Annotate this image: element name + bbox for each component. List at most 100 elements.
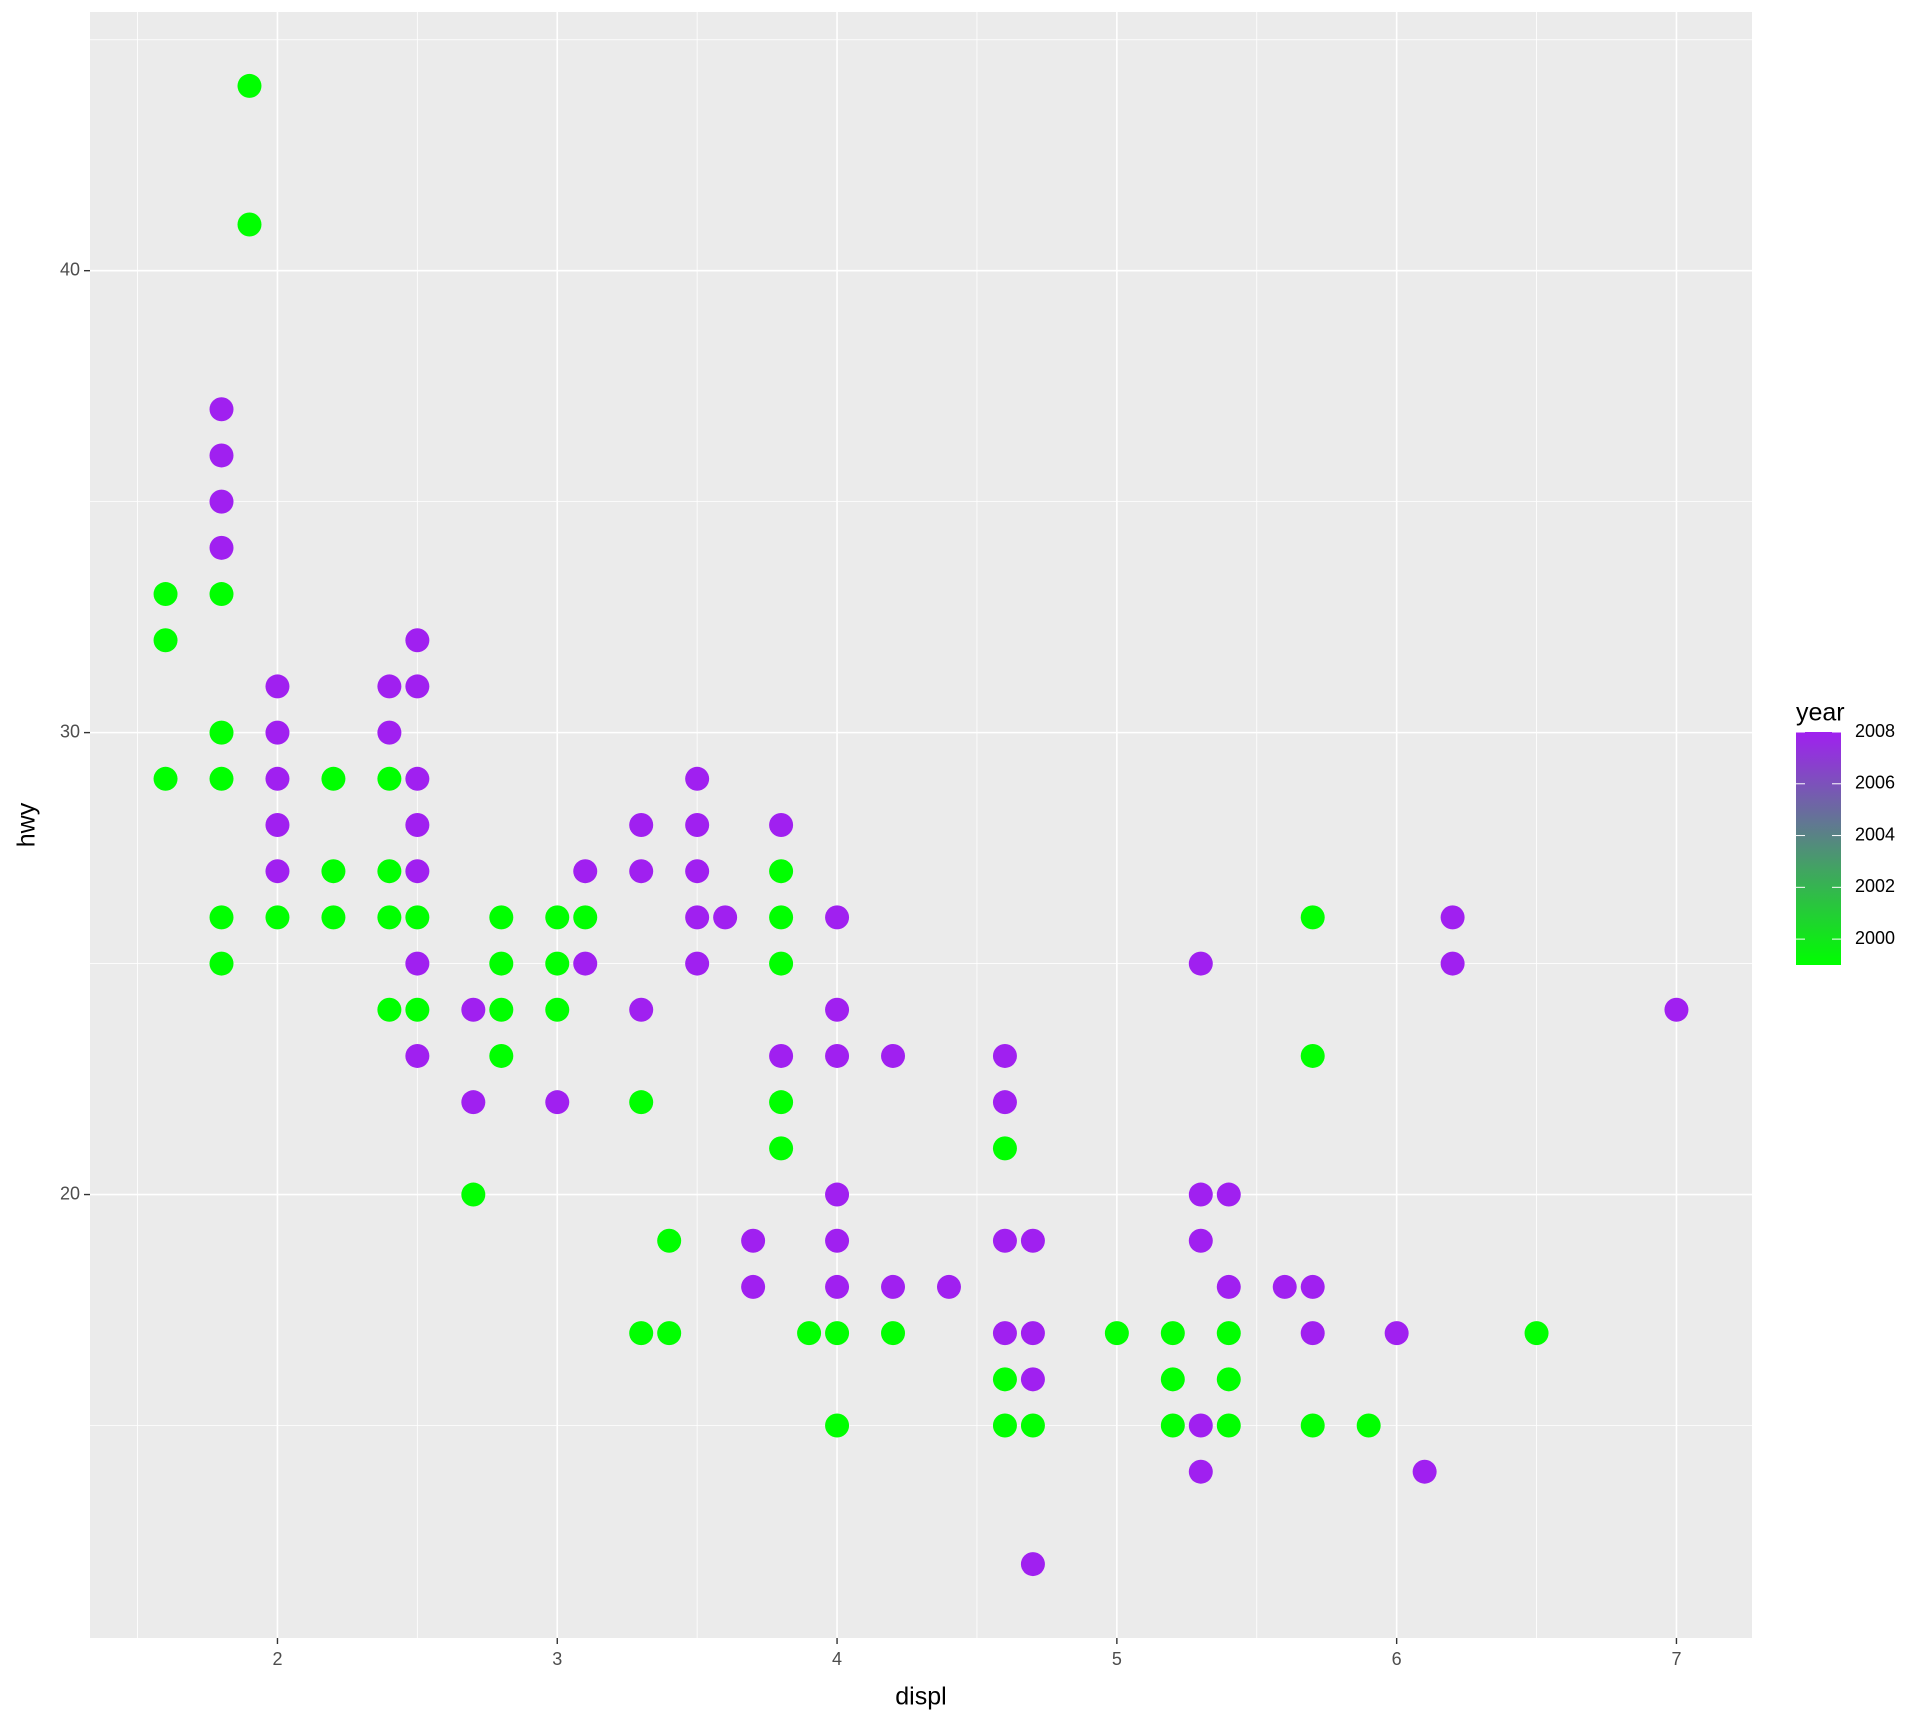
point: [265, 766, 290, 791]
point: [377, 859, 402, 884]
point: [405, 951, 430, 976]
point: [265, 813, 290, 837]
point: [1160, 1321, 1185, 1346]
point: [1300, 1321, 1325, 1346]
point: [1300, 1043, 1325, 1068]
point: [265, 674, 290, 699]
point: [881, 1274, 906, 1299]
point: [321, 905, 346, 930]
x-tick-label: 2: [272, 1649, 282, 1669]
point: [769, 905, 794, 930]
point: [685, 859, 710, 884]
point: [1188, 1459, 1213, 1484]
point: [265, 905, 290, 930]
point: [405, 766, 430, 791]
point: [405, 813, 430, 837]
point: [405, 997, 430, 1022]
point: [992, 1136, 1017, 1161]
point: [881, 1043, 906, 1068]
point: [153, 766, 178, 791]
point: [405, 674, 430, 699]
x-tick-label: 3: [552, 1649, 562, 1669]
point: [545, 1090, 570, 1115]
point: [377, 720, 402, 745]
point: [1216, 1274, 1241, 1299]
point: [209, 766, 234, 791]
point: [545, 997, 570, 1022]
point: [377, 766, 402, 791]
point: [1384, 1321, 1409, 1346]
point: [713, 905, 738, 930]
point: [405, 905, 430, 930]
point: [1216, 1413, 1241, 1438]
point: [1020, 1321, 1045, 1346]
point: [992, 1413, 1017, 1438]
point: [1440, 951, 1465, 976]
point: [657, 1321, 682, 1346]
point: [1188, 1228, 1213, 1253]
colorbar-label: 2000: [1855, 928, 1895, 948]
point: [489, 951, 514, 976]
point: [629, 1321, 654, 1346]
point: [1664, 997, 1689, 1022]
point: [209, 905, 234, 930]
point: [992, 1043, 1017, 1068]
point: [265, 859, 290, 884]
point: [685, 905, 710, 930]
point: [209, 443, 234, 468]
point: [1300, 1413, 1325, 1438]
colorbar-label: 2006: [1855, 773, 1895, 793]
point: [1356, 1413, 1381, 1438]
point: [992, 1321, 1017, 1346]
panel: [90, 12, 1752, 1638]
point: [545, 951, 570, 976]
colorbar-label: 2004: [1855, 824, 1895, 844]
point: [209, 582, 234, 607]
point: [657, 1228, 682, 1253]
x-tick-label: 4: [832, 1649, 842, 1669]
point: [237, 212, 262, 237]
point: [1188, 1413, 1213, 1438]
point: [461, 1182, 486, 1207]
point: [797, 1321, 822, 1346]
point: [1020, 1413, 1045, 1438]
point: [545, 905, 570, 930]
point: [265, 720, 290, 745]
colorbar: [1796, 732, 1841, 965]
point: [769, 859, 794, 884]
point: [769, 1136, 794, 1161]
y-axis-title: hwy: [13, 802, 41, 847]
point: [209, 951, 234, 976]
point: [489, 905, 514, 930]
point: [825, 1043, 850, 1068]
point: [1188, 1182, 1213, 1207]
point: [1160, 1413, 1185, 1438]
point: [1020, 1552, 1045, 1577]
point: [769, 813, 794, 837]
point: [629, 1090, 654, 1115]
point: [825, 1413, 850, 1438]
point: [237, 73, 262, 98]
colorbar-label: 2002: [1855, 876, 1895, 896]
point: [405, 1043, 430, 1068]
point: [1440, 905, 1465, 930]
point: [629, 813, 654, 837]
point: [741, 1274, 766, 1299]
point: [573, 951, 598, 976]
point: [825, 1182, 850, 1207]
y-tick-label: 30: [60, 721, 80, 741]
point: [825, 1321, 850, 1346]
point: [461, 997, 486, 1022]
point: [209, 535, 234, 560]
point: [377, 997, 402, 1022]
point: [992, 1228, 1017, 1253]
point: [881, 1321, 906, 1346]
point: [153, 582, 178, 607]
point: [769, 1043, 794, 1068]
point: [629, 859, 654, 884]
point: [1216, 1182, 1241, 1207]
point: [405, 859, 430, 884]
point: [1020, 1228, 1045, 1253]
point: [769, 1090, 794, 1115]
point: [769, 951, 794, 976]
